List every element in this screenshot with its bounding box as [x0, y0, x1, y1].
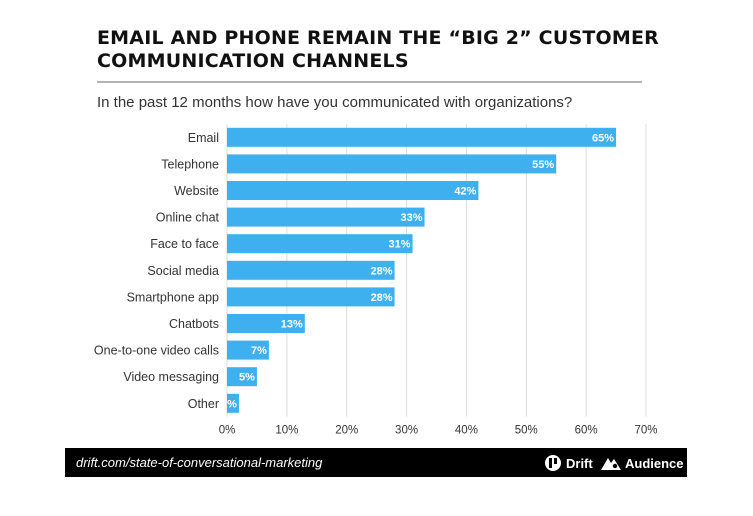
category-label: One-to-one video calls [94, 344, 219, 358]
chart-title: EMAIL AND PHONE REMAIN THE “BIG 2” CUSTO… [97, 27, 697, 73]
value-label: 28% [371, 265, 393, 277]
drift-logo-text: Drift [566, 455, 593, 471]
x-tick-label: 60% [575, 425, 598, 437]
category-label: Video messaging [123, 370, 219, 384]
value-label: 13% [281, 319, 303, 331]
category-label: Online chat [156, 211, 220, 225]
bar [227, 234, 413, 254]
category-label: Smartphone app [127, 290, 219, 304]
drift-logo: Drift [543, 454, 593, 472]
bar [227, 181, 479, 200]
value-label: 31% [389, 239, 411, 251]
x-tick-label: 70% [634, 425, 657, 437]
bar [227, 127, 617, 147]
x-tick-label: 20% [335, 425, 358, 437]
x-tick-label: 30% [395, 425, 418, 437]
value-label: 55% [532, 159, 554, 171]
chart-title-line-2: COMMUNICATION CHANNELS [97, 50, 409, 72]
value-label: 2% [221, 398, 237, 410]
category-label: Website [174, 184, 219, 198]
x-tick-label: 40% [455, 425, 478, 437]
value-label: 33% [400, 212, 422, 224]
chart-title-line-1: EMAIL AND PHONE REMAIN THE “BIG 2” CUSTO… [97, 27, 659, 49]
bar [227, 207, 425, 227]
category-label: Telephone [161, 157, 219, 171]
bar [227, 314, 305, 333]
bar [227, 393, 239, 413]
value-label: 42% [454, 186, 476, 198]
x-tick-label: 10% [275, 425, 298, 437]
footer-url[interactable]: drift.com/state-of-conversational-market… [76, 455, 323, 470]
value-label: 7% [251, 345, 267, 357]
bar [227, 340, 269, 360]
chart-subtitle: In the past 12 months how have you commu… [97, 94, 573, 111]
bar [227, 287, 395, 307]
audience-logo-icon [601, 458, 621, 470]
category-label: Social media [147, 264, 219, 278]
category-label: Face to face [150, 237, 219, 251]
bar [227, 367, 257, 387]
audience-logo: Audience [600, 454, 684, 472]
category-label: Other [188, 397, 219, 411]
value-label: 65% [592, 132, 614, 144]
footer-bar: drift.com/state-of-conversational-market… [65, 448, 687, 477]
value-label: 28% [371, 292, 393, 304]
bar [227, 260, 395, 280]
value-label: 5% [239, 372, 255, 384]
audience-logo-text: Audience [625, 455, 684, 471]
category-label: Chatbots [169, 317, 219, 331]
x-tick-label: 50% [515, 425, 538, 437]
category-label: Email [188, 131, 219, 145]
bar [227, 154, 557, 174]
drift-logo-icon [545, 455, 561, 471]
title-divider [97, 81, 642, 83]
bar-chart: 0% 10% 20% 30% 40% 50% 60% 70% Email 65% Telephone… [94, 124, 658, 437]
x-tick-label: 0% [219, 425, 236, 437]
